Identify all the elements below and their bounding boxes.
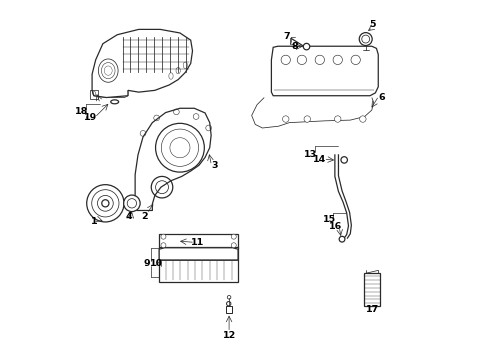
Text: 18: 18 (75, 107, 88, 116)
Text: 15: 15 (323, 215, 336, 224)
Circle shape (231, 243, 236, 248)
Circle shape (86, 185, 124, 222)
Circle shape (303, 43, 309, 50)
Bar (90, 90, 98, 99)
Circle shape (161, 234, 165, 239)
Text: 13: 13 (303, 150, 316, 159)
Circle shape (282, 116, 288, 122)
Bar (159, 234, 238, 248)
Text: 2: 2 (141, 212, 148, 221)
Text: 17: 17 (365, 305, 378, 314)
Text: 5: 5 (369, 20, 375, 29)
Text: 6: 6 (378, 93, 385, 102)
Text: 12: 12 (222, 332, 235, 341)
Text: 8: 8 (291, 42, 298, 51)
Circle shape (350, 55, 360, 64)
Circle shape (339, 236, 344, 242)
Text: 4: 4 (125, 212, 132, 221)
Polygon shape (92, 30, 192, 98)
Polygon shape (135, 108, 211, 211)
Text: 1: 1 (91, 217, 98, 226)
Polygon shape (271, 46, 378, 96)
Bar (225, 306, 232, 313)
Polygon shape (159, 248, 238, 260)
Bar (159, 247, 238, 282)
Circle shape (281, 55, 290, 64)
Circle shape (359, 116, 366, 122)
Text: 7: 7 (283, 32, 289, 41)
Text: 11: 11 (191, 238, 204, 247)
Circle shape (123, 195, 140, 212)
Circle shape (359, 33, 371, 45)
Text: 10: 10 (149, 259, 163, 268)
Text: 9: 9 (143, 259, 150, 268)
Text: 3: 3 (211, 161, 218, 170)
Text: 19: 19 (84, 113, 98, 122)
Circle shape (297, 55, 306, 64)
Circle shape (231, 234, 236, 239)
Bar (363, 273, 380, 306)
Text: 14: 14 (312, 155, 326, 164)
Circle shape (314, 55, 324, 64)
Text: 16: 16 (328, 222, 342, 231)
Circle shape (161, 243, 165, 248)
Circle shape (340, 157, 346, 163)
Circle shape (304, 116, 310, 122)
Circle shape (332, 55, 342, 64)
Circle shape (334, 116, 340, 122)
